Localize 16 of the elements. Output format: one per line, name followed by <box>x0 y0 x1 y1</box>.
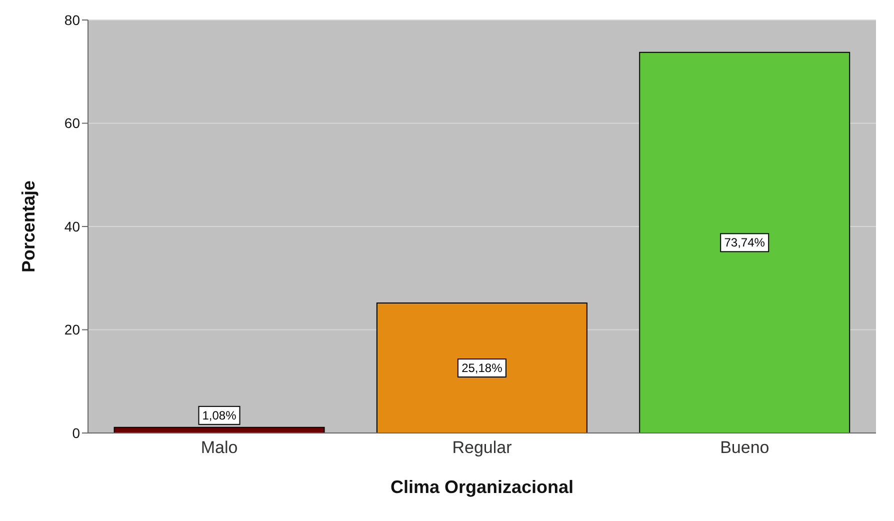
bar <box>114 426 325 433</box>
x-tick-label: Bueno <box>720 438 770 458</box>
y-tick-label: 40 <box>64 218 80 234</box>
y-tick-label: 80 <box>64 12 80 28</box>
y-tick-label: 0 <box>72 424 80 441</box>
bar <box>639 52 850 433</box>
x-axis-title: Clima Organizacional <box>390 477 574 497</box>
y-axis-title: Porcentaje <box>18 180 38 273</box>
data-label: 25,18% <box>462 361 503 376</box>
y-tick-label: 20 <box>64 322 80 338</box>
x-tick-label: Regular <box>452 438 512 458</box>
bar <box>376 302 588 433</box>
data-label: 1,08% <box>202 408 237 422</box>
data-label: 73,74% <box>724 236 766 250</box>
y-tick-label: 60 <box>64 115 80 132</box>
x-tick-label: Malo <box>200 438 238 458</box>
